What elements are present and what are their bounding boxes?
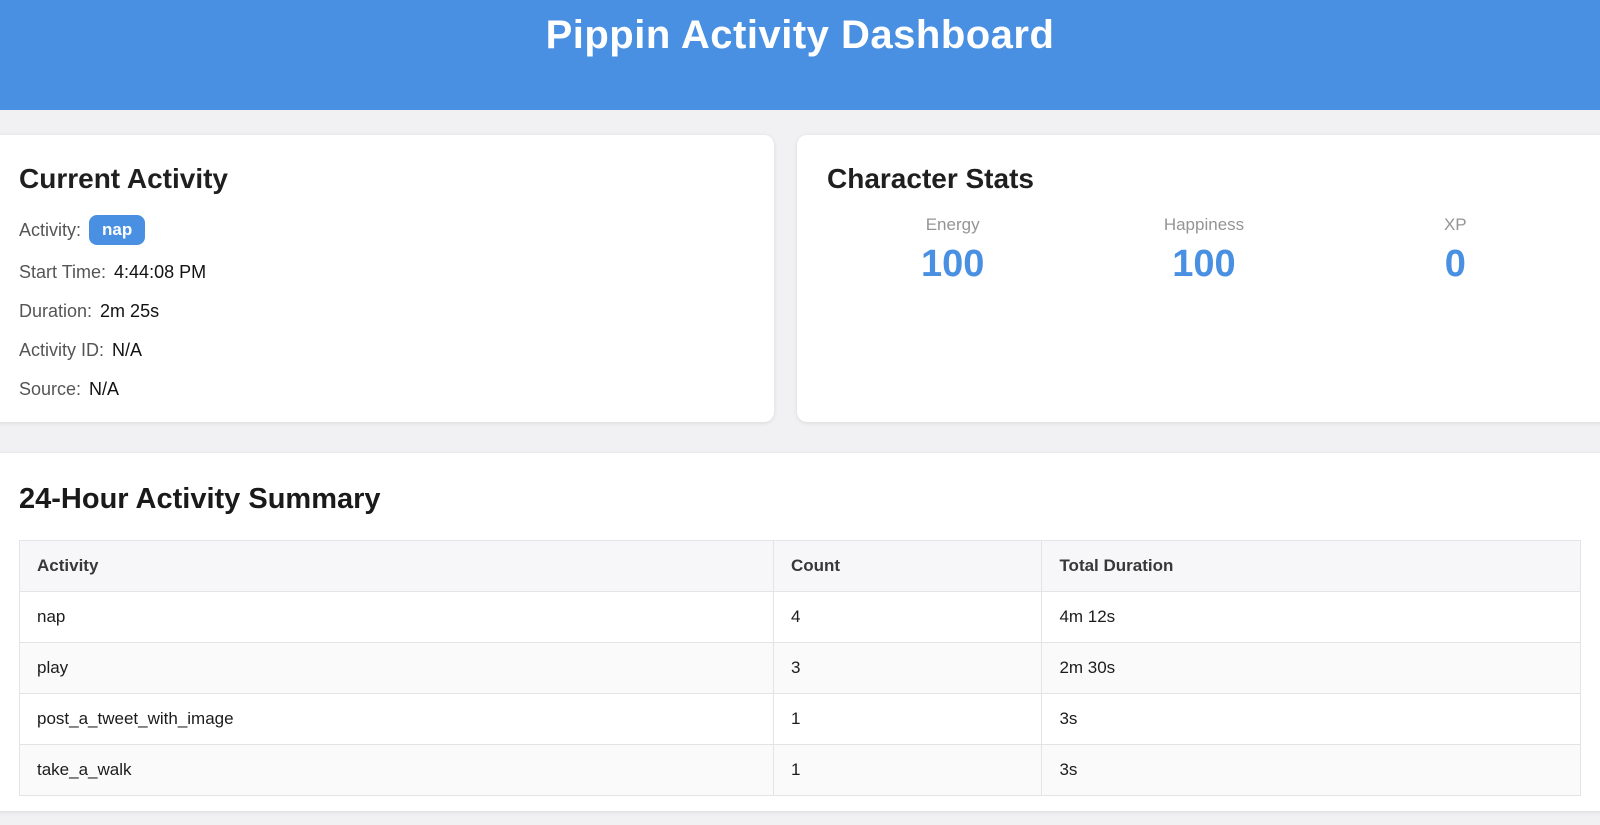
xp-value: 0 <box>1444 243 1466 285</box>
app-header: Pippin Activity Dashboard <box>0 0 1600 110</box>
cell-activity: take_a_walk <box>19 744 774 796</box>
table-row: nap 4 4m 12s <box>19 591 1581 643</box>
activity-id-field: Activity ID: N/A <box>19 338 744 362</box>
start-time-value: 4:44:08 PM <box>114 261 207 282</box>
page-title: Pippin Activity Dashboard <box>545 13 1055 57</box>
cell-count: 4 <box>772 591 1043 643</box>
happiness-stat: Happiness 100 <box>1078 215 1329 286</box>
activity-field: Activity: nap <box>19 215 744 245</box>
cell-count: 1 <box>772 693 1043 745</box>
current-activity-title: Current Activity <box>19 163 229 194</box>
duration-label: Duration: <box>19 300 93 321</box>
happiness-label: Happiness <box>1163 215 1245 234</box>
col-header-count: Count <box>772 540 1043 592</box>
energy-stat: Energy 100 <box>827 215 1078 286</box>
energy-label: Energy <box>925 215 980 234</box>
cell-count: 1 <box>772 744 1043 796</box>
xp-label: XP <box>1443 215 1467 234</box>
source-value: N/A <box>89 378 120 399</box>
character-stats-title: Character Stats <box>827 163 1034 194</box>
xp-stat: XP 0 <box>1330 215 1581 286</box>
stats-row: Energy 100 Happiness 100 XP 0 <box>827 215 1581 286</box>
activity-summary-card: 24-Hour Activity Summary Activity Count … <box>0 453 1600 811</box>
cell-total-duration: 3s <box>1041 744 1581 796</box>
activity-summary-title: 24-Hour Activity Summary <box>19 483 381 515</box>
activity-label: Activity: <box>19 219 82 240</box>
cell-total-duration: 2m 30s <box>1041 642 1581 694</box>
character-stats-card: Character Stats Energy 100 Happiness 100… <box>797 135 1600 422</box>
cell-activity: post_a_tweet_with_image <box>19 693 774 745</box>
table-row: post_a_tweet_with_image 1 3s <box>19 693 1581 745</box>
activity-id-label: Activity ID: <box>19 339 105 360</box>
source-label: Source: <box>19 378 82 399</box>
top-cards-row: Current Activity Activity: nap Start Tim… <box>0 135 1600 422</box>
col-header-total-duration: Total Duration <box>1041 540 1581 592</box>
activity-badge: nap <box>89 215 146 245</box>
main-content: Current Activity Activity: nap Start Tim… <box>0 135 1600 811</box>
cell-activity: nap <box>19 591 774 643</box>
duration-field: Duration: 2m 25s <box>19 299 744 323</box>
current-activity-card: Current Activity Activity: nap Start Tim… <box>0 135 774 422</box>
table-row: take_a_walk 1 3s <box>19 744 1581 796</box>
cell-total-duration: 4m 12s <box>1041 591 1581 643</box>
table-header-row: Activity Count Total Duration <box>19 540 1581 592</box>
happiness-value: 100 <box>1172 243 1236 285</box>
cell-total-duration: 3s <box>1041 693 1581 745</box>
energy-value: 100 <box>920 243 985 285</box>
table-row: play 3 2m 30s <box>19 642 1581 694</box>
source-field: Source: N/A <box>19 377 744 401</box>
cell-count: 3 <box>772 642 1043 694</box>
activity-summary-table: Activity Count Total Duration nap 4 4m 1… <box>19 540 1581 796</box>
duration-value: 2m 25s <box>100 300 160 321</box>
start-time-label: Start Time: <box>19 261 107 282</box>
activity-id-value: N/A <box>112 339 143 360</box>
cell-activity: play <box>19 642 774 694</box>
col-header-activity: Activity <box>19 540 774 592</box>
start-time-field: Start Time: 4:44:08 PM <box>19 260 744 284</box>
